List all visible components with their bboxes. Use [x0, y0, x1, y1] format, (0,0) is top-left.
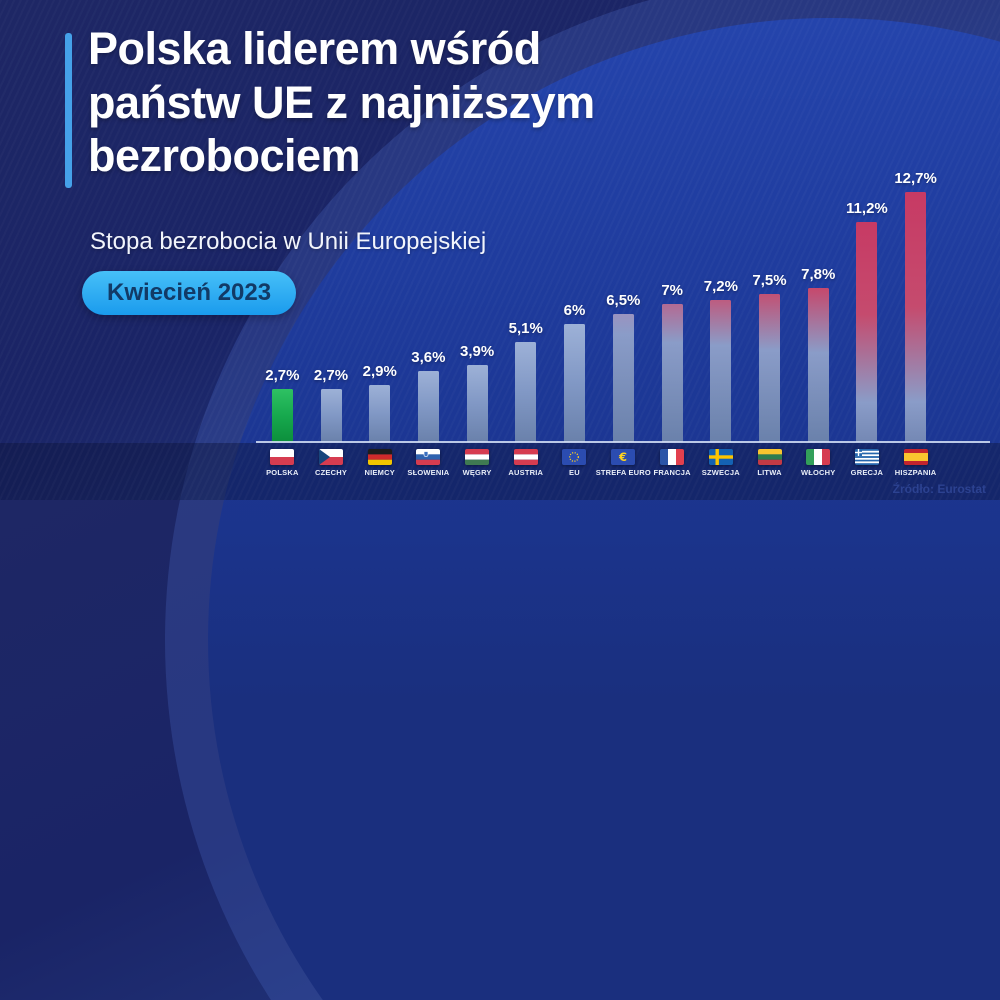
bar-column: 7% FRANCJA [648, 152, 697, 482]
bar-stack: 7% [661, 152, 683, 442]
bar-column: 5,1% AUSTRIA [501, 152, 550, 482]
bar-value-label: 3,6% [411, 349, 446, 366]
bar-column: 7,2% SZWECJA [697, 152, 746, 482]
bar-stack: 12,7% [894, 152, 937, 442]
page-title: Polska liderem wśród państw UE z najniżs… [88, 22, 728, 183]
flag-euro-area-icon: € [611, 449, 636, 465]
bar-category-label: SŁOWENIA [407, 468, 450, 477]
bar-stack: 3,6% [411, 152, 446, 442]
page-title-line-1: Polska liderem wśród [88, 23, 541, 74]
bar-value-label: 2,9% [362, 363, 397, 380]
bar [759, 294, 781, 442]
bar-category-label: GRECJA [850, 468, 884, 477]
bar-column: 7,8% WŁOCHY [794, 152, 843, 482]
bar-category-label: AUSTRIA [508, 468, 544, 477]
flag-poland-icon [270, 449, 295, 465]
bar-value-label: 7,8% [801, 266, 836, 283]
bar-column: 3,6% SŁOWENIA [404, 152, 453, 482]
date-badge: Kwiecień 2023 [82, 271, 297, 315]
bar-category-label: LITWA [757, 468, 782, 477]
bar-stack: 7,8% [801, 152, 835, 442]
bar-stack: 7,5% [752, 152, 787, 442]
bar-column: 6% EU [550, 152, 599, 482]
svg-text:€: € [618, 450, 627, 464]
bar-column: 7,5% LITWA [745, 152, 794, 482]
bar-value-label: 7,2% [703, 278, 738, 295]
bar [320, 389, 342, 442]
bar [563, 324, 585, 442]
bar-stack: 2,7% [265, 152, 299, 442]
bar-category-label: EU [569, 468, 580, 477]
bar-stack: 7,2% [704, 152, 738, 442]
bar-value-label: 12,7% [894, 170, 937, 187]
bar [466, 365, 488, 442]
bar-column: 2,7% CZECHY [307, 152, 356, 482]
bar-value-label: 6% [563, 302, 586, 319]
bar-value-label: 2,7% [313, 367, 349, 384]
flag-france-icon [660, 449, 685, 465]
bar [417, 371, 439, 442]
bar [612, 314, 634, 442]
bar-value-label: 7% [661, 282, 683, 299]
bar-chart: 2,7% POLSKA 2,7% CZECHY 2,9% NIEMCY 3,6% SŁOWEN… [258, 152, 940, 482]
bar-value-label: 3,9% [459, 343, 495, 360]
bar-column: 11,2% GRECJA [843, 152, 892, 482]
bar-column: 6,5% € STREFA EURO [595, 152, 651, 482]
page-title-line-3: bezrobociem [88, 130, 361, 182]
bar-category-label: SZWECJA [701, 468, 740, 477]
bar-stack: 5,1% [509, 152, 543, 442]
bar-column: 2,9% NIEMCY [355, 152, 404, 482]
flag-germany-icon [367, 449, 392, 465]
bar-value-label: 6,5% [606, 292, 641, 309]
bar [271, 389, 293, 442]
bar-value-label: 2,7% [265, 367, 300, 384]
bar-column: 2,7% POLSKA [258, 152, 307, 482]
chart-baseline [256, 441, 990, 443]
flag-spain-icon [903, 449, 928, 465]
bar-stack: 2,7% [314, 152, 348, 442]
flag-sweden-icon [708, 449, 733, 465]
bar [905, 192, 927, 442]
bar-stack: 3,9% [460, 152, 494, 442]
bar [710, 300, 732, 442]
bar-value-label: 5,1% [508, 320, 543, 337]
flag-hungary-icon [465, 449, 490, 465]
bar-category-label: STREFA EURO [595, 468, 651, 477]
bar-category-label: WĘGRY [462, 468, 492, 477]
bar-stack: 2,9% [363, 152, 397, 442]
bar-stack: 6% [563, 152, 586, 442]
bar-category-label: FRANCJA [653, 468, 691, 477]
source-credit: Źródło: Eurostat [892, 482, 986, 496]
bar-value-label: 7,5% [752, 272, 787, 289]
flag-eu-icon [562, 449, 587, 465]
bar-category-label: WŁOCHY [800, 468, 836, 477]
bar-stack: 6,5% [606, 152, 640, 442]
bar-category-label: POLSKA [266, 468, 299, 477]
bar [515, 342, 537, 442]
bar-category-label: CZECHY [315, 468, 348, 477]
flag-lithuania-icon [757, 449, 782, 465]
bar [807, 288, 829, 442]
title-accent-bar [65, 33, 72, 188]
bar [856, 222, 878, 442]
bar-value-label: 11,2% [846, 200, 888, 217]
page-title-line-2: państw UE z najniższym [88, 76, 595, 128]
flag-slovenia-icon [416, 449, 441, 465]
flag-greece-icon [854, 449, 879, 465]
flag-austria-icon [513, 449, 538, 465]
chart-subtitle: Stopa bezrobocia w Unii Europejskiej [90, 228, 487, 255]
flag-italy-icon [806, 449, 831, 465]
bar-stack: 11,2% [846, 152, 888, 442]
bar [369, 385, 391, 442]
bar-column: 3,9% WĘGRY [453, 152, 502, 482]
bar-column: 12,7% HISZPANIA [891, 152, 940, 482]
bar-category-label: NIEMCY [364, 468, 395, 477]
bar-category-label: HISZPANIA [894, 468, 937, 477]
flag-czechia-icon [319, 449, 344, 465]
bar [661, 304, 683, 442]
